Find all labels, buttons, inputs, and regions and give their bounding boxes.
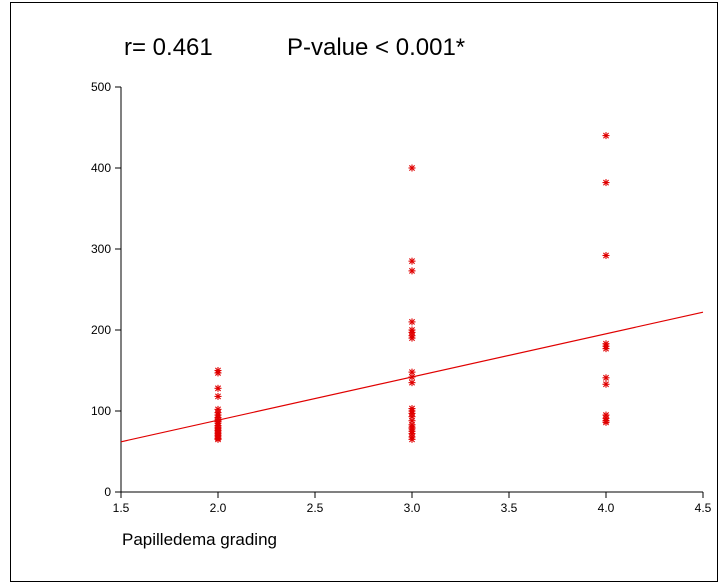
x-tick-label: 3.5 xyxy=(501,501,518,515)
data-point xyxy=(602,418,610,426)
x-tick-label: 3.0 xyxy=(404,501,421,515)
x-tick-label: 4.0 xyxy=(598,501,615,515)
axes: 1.5 2.0 2.5 3.0 3.5 4.0 4.5 0 100 200 300 400 500 xyxy=(91,80,712,515)
data-point xyxy=(408,379,416,387)
y-tick-label: 200 xyxy=(91,323,111,337)
data-point xyxy=(408,334,416,342)
data-point xyxy=(602,132,610,140)
chart-frame xyxy=(10,2,718,582)
stats-header: r= 0.461 P-value < 0.001* xyxy=(0,28,721,68)
data-point xyxy=(408,413,416,421)
y-tick-label: 100 xyxy=(91,404,111,418)
data-point xyxy=(214,413,222,421)
data-point xyxy=(408,423,416,431)
data-point xyxy=(214,369,222,377)
correlation-coefficient: r= 0.461 xyxy=(124,34,213,61)
data-point xyxy=(408,368,416,376)
x-tick-label: 1.5 xyxy=(113,501,130,515)
data-points xyxy=(214,132,610,443)
data-point xyxy=(214,392,222,400)
y-tick-label: 0 xyxy=(104,485,111,499)
data-point xyxy=(214,384,222,392)
data-point xyxy=(602,251,610,259)
data-point xyxy=(602,345,610,353)
data-point xyxy=(408,318,416,326)
x-tick-label: 2.5 xyxy=(307,501,324,515)
data-point xyxy=(602,179,610,187)
data-point xyxy=(408,373,416,381)
data-point xyxy=(408,435,416,443)
data-point xyxy=(408,164,416,172)
data-point xyxy=(602,374,610,382)
data-point xyxy=(602,380,610,388)
data-point xyxy=(408,267,416,275)
y-tick-label: 400 xyxy=(91,161,111,175)
x-tick-label: 4.5 xyxy=(695,501,712,515)
p-value: P-value < 0.001* xyxy=(287,34,466,61)
x-axis-label: Papilledema grading xyxy=(122,530,277,549)
y-tick-label: 300 xyxy=(91,242,111,256)
data-point xyxy=(408,257,416,265)
y-tick-label: 500 xyxy=(91,80,111,94)
x-tick-label: 2.0 xyxy=(210,501,227,515)
data-point xyxy=(214,435,222,443)
